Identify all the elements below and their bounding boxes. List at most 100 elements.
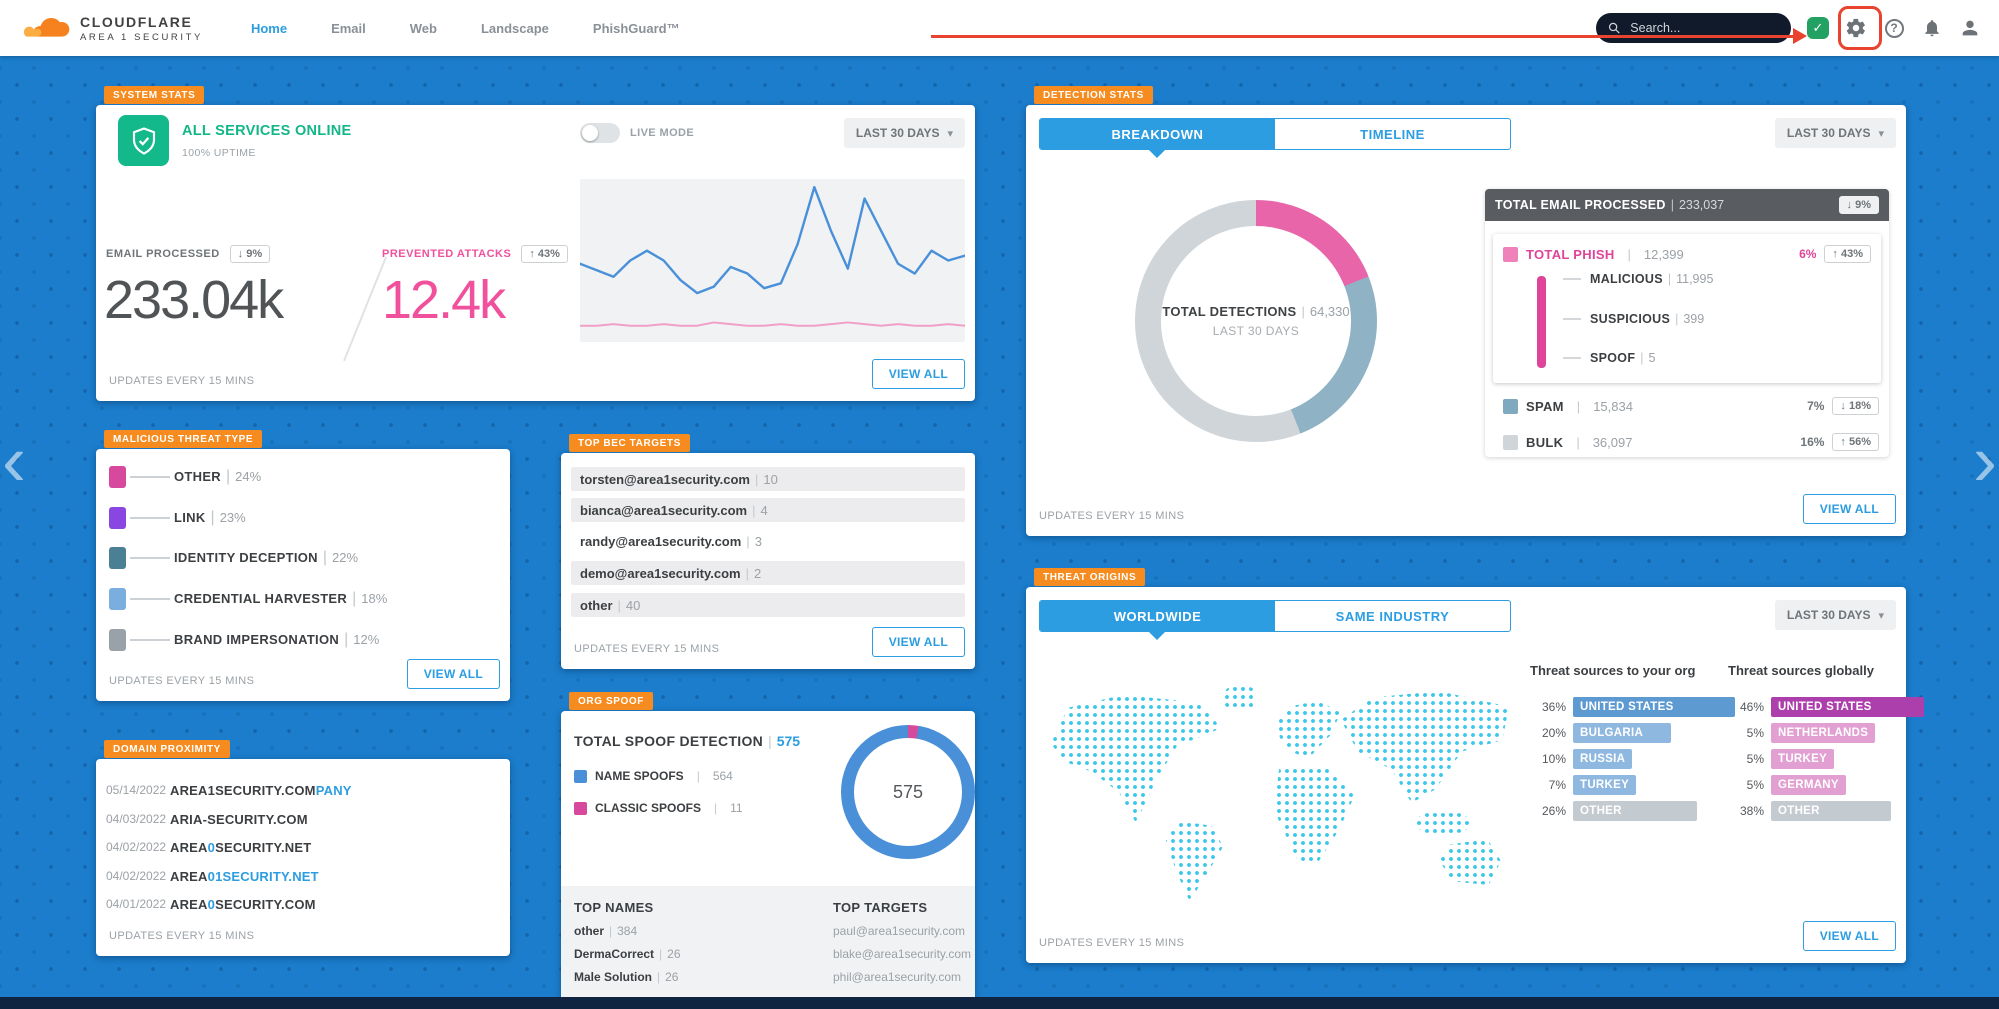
bec-row: bianca@area1security.com | 4: [571, 498, 965, 522]
country-bar: BULGARIA: [1573, 723, 1671, 743]
bec-email: other: [580, 597, 613, 613]
spoof-detail-panel: TOP NAMES other | 384 DermaCorrect | 26 Male…: [561, 886, 975, 1009]
bec-row: torsten@area1security.com | 10: [571, 467, 965, 491]
threat-type-row: IDENTITY DECEPTION | 22%: [109, 546, 358, 569]
continent-shape: [1341, 691, 1509, 803]
view-all-button[interactable]: VIEW ALL: [871, 627, 965, 657]
domain-row: 05/14/2022 AREA1SECURITY.COMPANY: [106, 781, 352, 799]
cloudflare-logo[interactable]: CLOUDFLARE AREA 1 SECURITY: [22, 13, 203, 43]
threat-label: LINK: [174, 510, 206, 525]
total-phish-row: TOTAL PHISH | 12,399 6% ↑ 43%: [1503, 245, 1871, 263]
updates-text: UPDATES EVERY 15 MINS: [109, 675, 255, 687]
bulk-row: BULK | 36,097 16% ↑ 56%: [1503, 433, 1879, 451]
search-input[interactable]: [1628, 20, 1779, 36]
email-processed-row: EMAIL PROCESSED ↓ 9%: [106, 245, 271, 263]
phish-trend-badge: ↑ 43%: [1824, 245, 1871, 263]
email-processed-label: EMAIL PROCESSED: [106, 248, 220, 260]
org-sources-header: Threat sources to your org: [1530, 663, 1696, 678]
bec-count: 40: [625, 597, 641, 613]
detection-stats-card: DETECTION STATS BREAKDOWN TIMELINE LAST …: [1026, 86, 1906, 536]
tab-same-industry[interactable]: SAME INDUSTRY: [1335, 608, 1450, 624]
carousel-left-icon[interactable]: ‹: [2, 421, 26, 501]
view-all-button[interactable]: VIEW ALL: [406, 659, 500, 689]
leader-line: [130, 475, 170, 478]
help-icon[interactable]: ?: [1883, 17, 1905, 39]
range-dropdown[interactable]: LAST 30 DAYS ▾: [843, 118, 965, 148]
tab-timeline[interactable]: TIMELINE: [1360, 126, 1425, 142]
swatch: [574, 801, 587, 815]
prevented-attacks-row: PREVENTED ATTACKS ↑ 43%: [382, 245, 568, 263]
nav-item-landscape[interactable]: Landscape: [480, 20, 549, 36]
swatch: [109, 628, 126, 651]
threat-type-row: CREDENTIAL HARVESTER | 18%: [109, 587, 387, 610]
separator: |: [322, 548, 327, 566]
threat-value: 24%: [235, 469, 262, 484]
threat-type-row: OTHER | 24%: [109, 465, 261, 488]
updates-text: UPDATES EVERY 15 MINS: [1039, 510, 1185, 522]
nav-item-email[interactable]: Email: [331, 20, 366, 36]
live-mode-toggle[interactable]: [580, 123, 620, 143]
range-dropdown[interactable]: LAST 30 DAYS ▾: [1774, 118, 1896, 148]
view-all-button[interactable]: VIEW ALL: [871, 359, 965, 389]
domain-row: 04/02/2022 AREA01SECURITY.NET: [106, 867, 319, 885]
view-all-button[interactable]: VIEW ALL: [1802, 921, 1896, 951]
donut-center-sub: LAST 30 DAYS: [1212, 324, 1300, 338]
nav-item-home[interactable]: Home: [250, 20, 288, 36]
tab-breakdown[interactable]: BREAKDOWN: [1040, 119, 1275, 149]
leader-line: [130, 597, 170, 600]
view-all-button[interactable]: VIEW ALL: [1802, 494, 1896, 524]
domain-row: 04/01/2022 AREA0SECURITY.COM: [106, 895, 316, 913]
card-tag: DOMAIN PROXIMITY: [104, 740, 230, 758]
status-shield-icon: [118, 115, 169, 166]
top-bec-targets-card: TOP BEC TARGETS torsten@area1security.co…: [561, 434, 975, 669]
tab-worldwide[interactable]: WORLDWIDE: [1040, 601, 1275, 631]
country-bar: UNITED STATES: [1771, 697, 1924, 717]
prevented-trend-badge: ↑ 43%: [521, 245, 568, 263]
threat-origins-card: THREAT ORIGINS WORLDWIDE SAME INDUSTRY L…: [1026, 568, 1924, 963]
leader-line: [130, 516, 170, 519]
bec-email: demo@area1security.com: [580, 565, 741, 581]
top-name-row: DermaCorrect | 26: [574, 947, 681, 961]
org-source-row: 20% BULGARIA: [1530, 723, 1671, 743]
status-text: ALL SERVICES ONLINE: [182, 123, 352, 139]
search-icon: [1608, 22, 1620, 34]
bec-row: demo@area1security.com | 2: [571, 561, 965, 585]
shield-check-icon[interactable]: ✓: [1807, 17, 1829, 39]
gear-icon[interactable]: [1845, 17, 1867, 39]
search-box[interactable]: [1596, 13, 1791, 43]
threat-value: 12%: [353, 632, 380, 647]
bec-count: 10: [763, 471, 778, 487]
prevented-attacks-label: PREVENTED ATTACKS: [382, 248, 512, 260]
toggle-knob: [582, 125, 598, 141]
card-tag: MALICIOUS THREAT TYPE: [104, 430, 263, 448]
malicious-threat-type-card: MALICIOUS THREAT TYPE OTHER | 24% LINK | 23%…: [96, 430, 510, 701]
country-bar: TURKEY: [1573, 775, 1637, 795]
email-processed-value: 233.04k: [104, 270, 284, 330]
separator: |: [344, 630, 349, 648]
bell-icon[interactable]: [1921, 17, 1943, 39]
range-dropdown[interactable]: LAST 30 DAYS ▾: [1774, 600, 1896, 630]
user-icon[interactable]: [1959, 17, 1981, 39]
bec-email: bianca@area1security.com: [580, 502, 748, 518]
continent-shape: [1439, 839, 1501, 885]
brand-name: CLOUDFLARE: [80, 13, 193, 30]
top-target-row: blake@area1security.com: [833, 947, 972, 961]
brand-subtitle: AREA 1 SECURITY: [80, 31, 203, 43]
domain-row: 04/03/2022 ARIA-SECURITY.COM: [106, 810, 308, 828]
spoof-row: SPOOF | 5: [1563, 351, 1655, 365]
country-bar: UNITED STATES: [1573, 697, 1735, 717]
global-source-row: 5% GERMANY: [1728, 775, 1846, 795]
nav-item-web[interactable]: Web: [409, 20, 437, 36]
leader-line: [130, 638, 170, 641]
bec-count: 3: [754, 533, 762, 549]
email-breakdown-panel: TOTAL EMAIL PROCESSED | 233,037 ↓ 9% TOTAL…: [1485, 189, 1889, 457]
threat-origins-tabs: WORLDWIDE SAME INDUSTRY: [1039, 600, 1511, 632]
carousel-right-icon[interactable]: ›: [1973, 421, 1997, 501]
nav-item-phishguard[interactable]: PhishGuard™: [592, 20, 680, 36]
leader-line: [130, 556, 170, 559]
cloudflare-cloud-icon: [24, 18, 70, 37]
card-tag: THREAT ORIGINS: [1034, 568, 1146, 586]
prevented-attacks-value: 12.4k: [382, 270, 506, 330]
domain-date: 04/02/2022: [106, 869, 167, 883]
swatch: [109, 546, 126, 569]
